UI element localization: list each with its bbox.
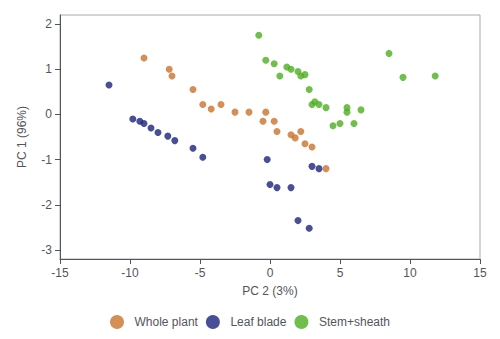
svg-text:0: 0 [45, 107, 52, 121]
svg-text:Stem+sheath: Stem+sheath [319, 315, 390, 329]
svg-text:Whole plant: Whole plant [135, 315, 199, 329]
svg-text:15: 15 [473, 266, 487, 280]
svg-text:1: 1 [45, 62, 52, 76]
svg-text:-2: -2 [41, 198, 52, 212]
svg-text:2: 2 [45, 17, 52, 31]
svg-text:Leaf blade: Leaf blade [230, 315, 286, 329]
svg-text:10: 10 [403, 266, 417, 280]
svg-text:PC 2 (3%): PC 2 (3%) [242, 284, 297, 298]
svg-text:-10: -10 [121, 266, 139, 280]
svg-text:-5: -5 [195, 266, 206, 280]
svg-text:5: 5 [337, 266, 344, 280]
svg-text:0: 0 [267, 266, 274, 280]
svg-text:PC 1 (96%): PC 1 (96%) [15, 106, 29, 168]
svg-text:-1: -1 [41, 153, 52, 167]
svg-text:-15: -15 [51, 266, 69, 280]
svg-text:-3: -3 [41, 243, 52, 257]
